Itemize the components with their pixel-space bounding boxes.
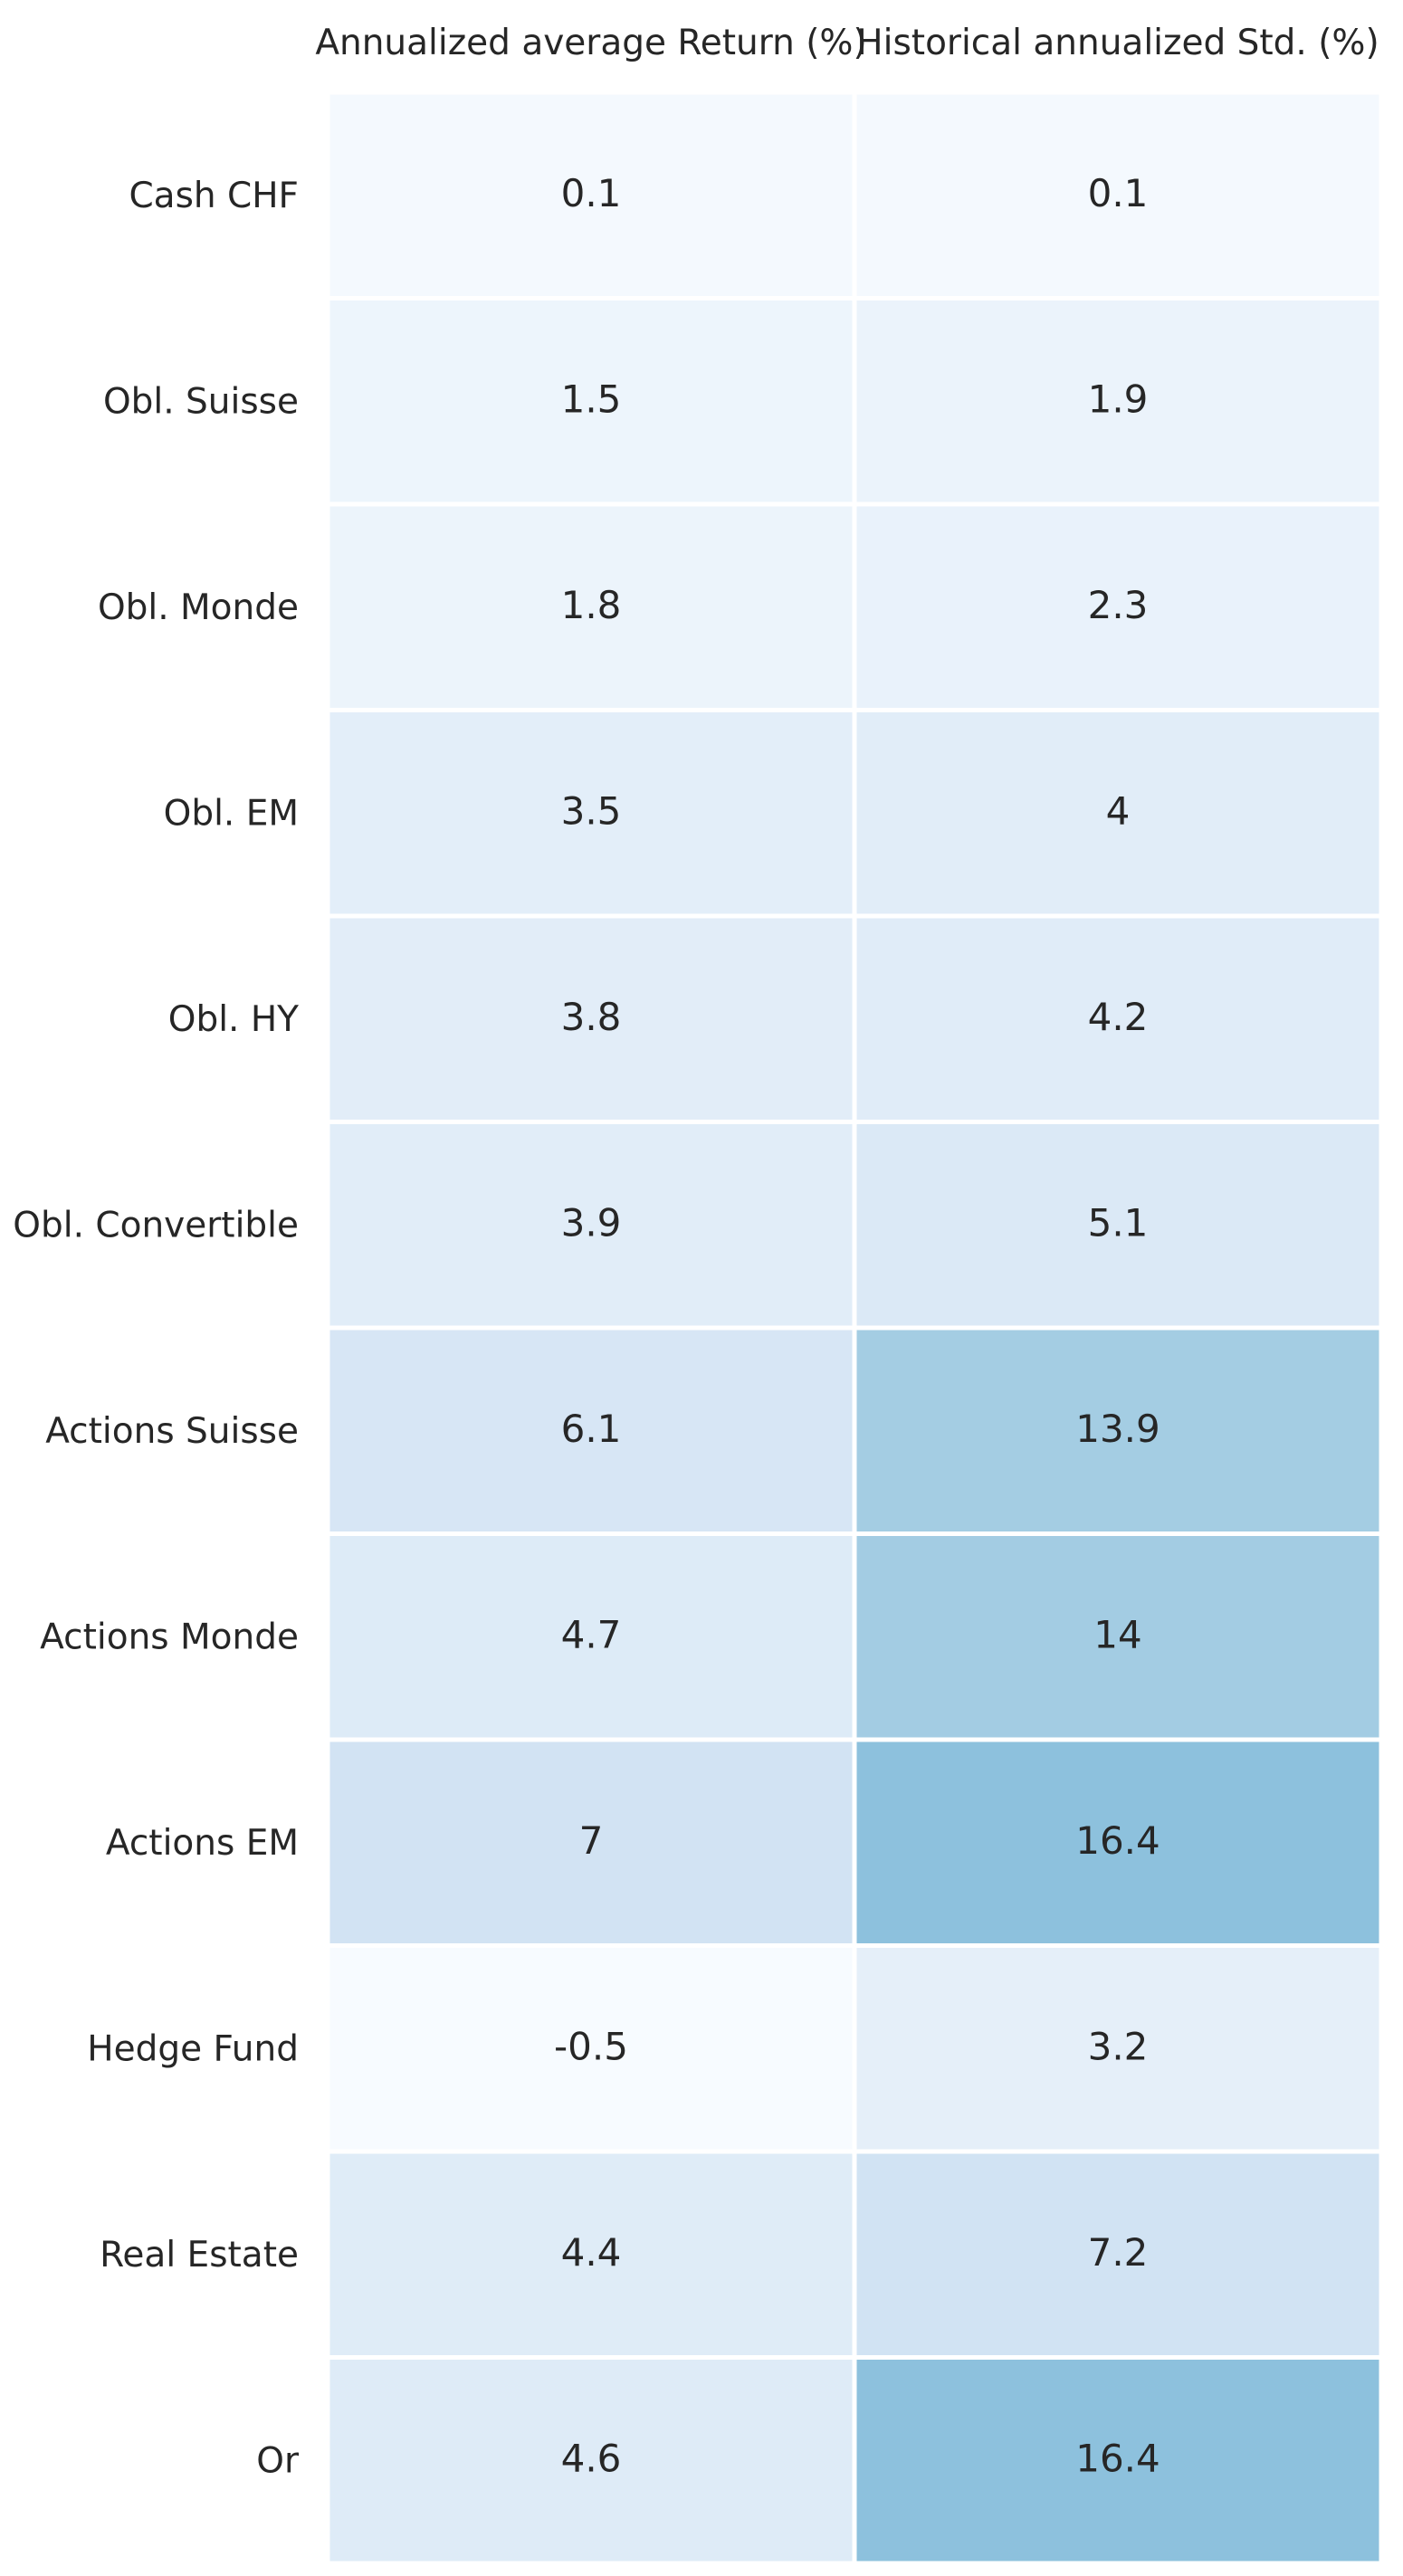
row-labels: Cash CHF Obl. Suisse Obl. Monde Obl. EM Obl.… xyxy=(13,176,300,2482)
heatmap-cell xyxy=(325,90,857,301)
cell-value-label: 1.8 xyxy=(561,583,622,627)
cell-value-label: 7.2 xyxy=(1088,2230,1149,2275)
cell-value-label: 3.2 xyxy=(1088,2024,1149,2068)
cell-value-label: 1.9 xyxy=(1088,377,1149,421)
row-label: Obl. Convertible xyxy=(13,1205,299,1245)
cell-value-label: 14 xyxy=(1093,1612,1141,1656)
heatmap-cell xyxy=(852,1943,1384,2154)
row-label: Or xyxy=(256,2440,300,2481)
heatmap-cell xyxy=(852,2149,1384,2360)
heatmap-cell xyxy=(325,296,857,507)
column-header: Historical annualized Std. (%) xyxy=(856,23,1379,63)
heatmap-cell xyxy=(852,501,1384,712)
cell-value-label: -0.5 xyxy=(554,2024,628,2068)
heatmap-cell xyxy=(852,2355,1384,2566)
row-label: Actions Monde xyxy=(40,1617,299,1657)
cell-value-label: 4.7 xyxy=(561,1612,622,1656)
column-headers: Annualized average Return (%)Historical … xyxy=(315,23,1379,63)
heatmap-cell xyxy=(325,1737,857,1948)
cell-value-label: 3.5 xyxy=(561,788,622,833)
cell-value-label: 7 xyxy=(579,1818,604,1863)
heatmap-cell xyxy=(852,1531,1384,1742)
row-label: Obl. EM xyxy=(164,793,299,834)
column-header: Annualized average Return (%) xyxy=(315,23,866,63)
row-label: Actions Suisse xyxy=(45,1411,299,1452)
cell-value-label: 4 xyxy=(1106,788,1131,833)
cell-value-label: 4.4 xyxy=(561,2230,622,2275)
heatmap-cell xyxy=(852,296,1384,507)
heatmap-cell xyxy=(325,1943,857,2154)
cell-value-label: 4.6 xyxy=(561,2436,622,2480)
row-label: Obl. Suisse xyxy=(103,381,299,422)
row-label: Real Estate xyxy=(100,2235,299,2275)
heatmap-cell xyxy=(325,2355,857,2566)
cell-value-label: 6.1 xyxy=(561,1407,622,1451)
heatmap-cell xyxy=(325,2149,857,2360)
heatmap-cell xyxy=(852,90,1384,301)
heatmap-cell xyxy=(852,708,1384,919)
cell-value-label: 3.9 xyxy=(561,1200,622,1245)
cell-value-label: 0.1 xyxy=(1088,171,1149,215)
cell-value-label: 2.3 xyxy=(1088,583,1149,627)
heatmap-cell xyxy=(852,913,1384,1124)
cell-value-label: 3.8 xyxy=(561,995,622,1039)
cell-value-label: 4.2 xyxy=(1088,995,1149,1039)
cell-value-label: 1.5 xyxy=(561,377,622,421)
row-label: Obl. HY xyxy=(168,999,299,1040)
heatmap-cell xyxy=(852,1325,1384,1536)
cell-value-label: 16.4 xyxy=(1075,1818,1160,1863)
cell-value-label: 16.4 xyxy=(1075,2436,1160,2480)
heatmap-cells: 0.1 0.1 1.5 1.9 1.8 2.3 3.5 4 3.8 4.2 3.9 5.1 6.1 13.… xyxy=(325,90,1384,2566)
row-label: Actions EM xyxy=(106,1823,299,1864)
cell-value-label: 5.1 xyxy=(1088,1200,1149,1245)
cell-value-label: 0.1 xyxy=(561,171,622,215)
heatmap-cell xyxy=(852,1120,1384,1331)
row-label: Obl. Monde xyxy=(98,587,299,628)
heatmap-cell xyxy=(852,1737,1384,1948)
row-label: Cash CHF xyxy=(129,176,299,216)
cell-value-label: 13.9 xyxy=(1075,1407,1160,1451)
row-label: Hedge Fund xyxy=(87,2028,299,2069)
